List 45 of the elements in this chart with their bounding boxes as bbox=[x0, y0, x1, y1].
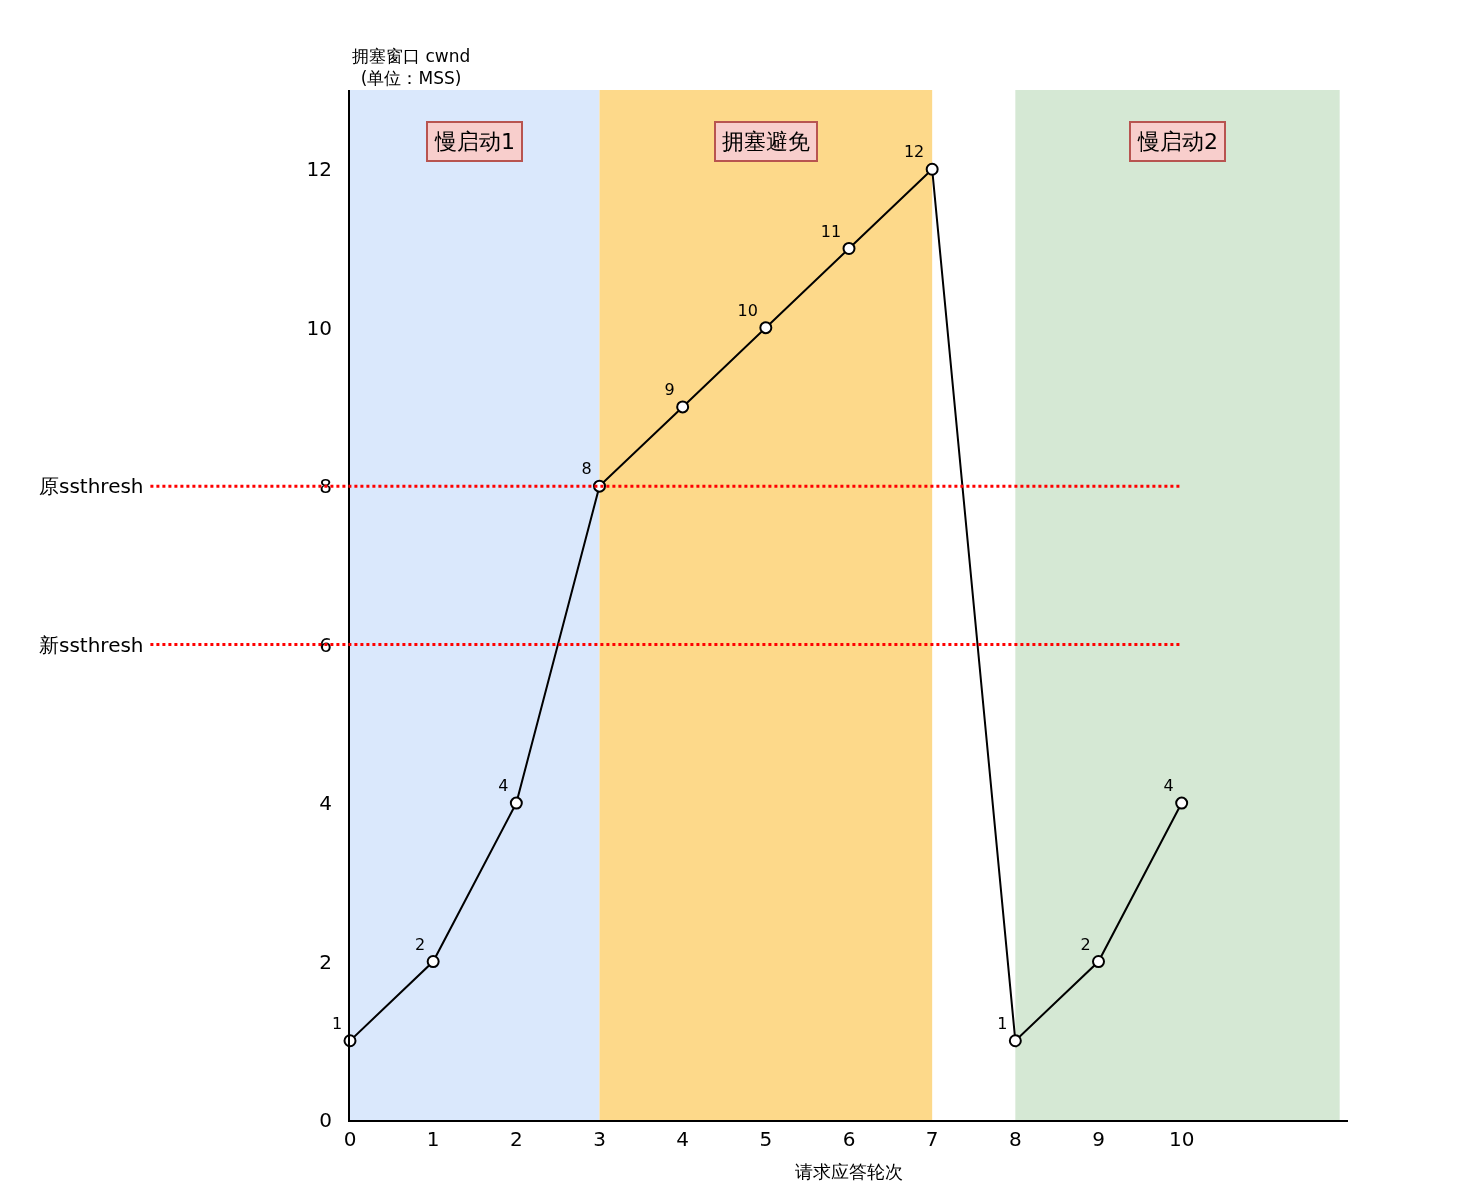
data-label: 10 bbox=[737, 300, 758, 320]
y-tick-label: 10 bbox=[306, 315, 332, 340]
point bbox=[509, 796, 523, 810]
data-label: 9 bbox=[664, 380, 675, 400]
data-label: 12 bbox=[903, 142, 925, 162]
x-tick-label: 0 bbox=[343, 1127, 357, 1151]
x-axis-title: 请求应答轮次 bbox=[795, 1160, 903, 1182]
data-label: 4 bbox=[498, 776, 509, 796]
data-label: 8 bbox=[581, 459, 592, 479]
point bbox=[676, 400, 690, 414]
x-tick-label: 8 bbox=[1008, 1127, 1022, 1151]
x-tick-label: 4 bbox=[676, 1127, 690, 1151]
x-tick-label: 10 bbox=[1168, 1127, 1195, 1151]
x-tick-label: 7 bbox=[925, 1127, 939, 1151]
point bbox=[426, 955, 440, 969]
data-label: 1 bbox=[331, 1013, 343, 1033]
x-tick-label: 5 bbox=[759, 1127, 773, 1151]
data-label: 11 bbox=[820, 221, 842, 241]
y-tick-label: 8 bbox=[319, 474, 332, 499]
point bbox=[1008, 1034, 1022, 1048]
y-tick-label: 4 bbox=[319, 791, 332, 816]
y-tick-label: 2 bbox=[319, 949, 332, 974]
band-label: 慢启动2 bbox=[1137, 129, 1218, 154]
data-label: 4 bbox=[1163, 776, 1174, 796]
band-label: 拥塞避免 bbox=[722, 129, 810, 154]
point bbox=[842, 241, 856, 255]
x-tick-label: 6 bbox=[842, 1127, 856, 1151]
y-axis-title: 拥塞窗口 cwnd (单位：MSS) bbox=[352, 46, 471, 89]
x-tick-label: 9 bbox=[1092, 1127, 1105, 1151]
x-tick-label: 3 bbox=[593, 1127, 606, 1151]
data-label: 2 bbox=[1080, 934, 1091, 954]
point bbox=[1175, 796, 1189, 810]
x-tick-label: 2 bbox=[509, 1127, 523, 1151]
data-label: 1 bbox=[997, 1013, 1008, 1033]
band-label: 慢启动1 bbox=[434, 129, 515, 154]
ref-line-label: 新ssthresh bbox=[39, 633, 144, 657]
y-tick-label: 12 bbox=[306, 157, 332, 182]
point bbox=[1092, 955, 1105, 969]
data-label: 2 bbox=[415, 934, 426, 954]
x-tick-label: 1 bbox=[426, 1127, 440, 1151]
point bbox=[925, 162, 939, 176]
ref-line-label: 原ssthresh bbox=[39, 474, 144, 498]
y-tick-label: 6 bbox=[319, 632, 332, 657]
point bbox=[759, 321, 773, 335]
y-tick-label: 0 bbox=[319, 1108, 332, 1132]
